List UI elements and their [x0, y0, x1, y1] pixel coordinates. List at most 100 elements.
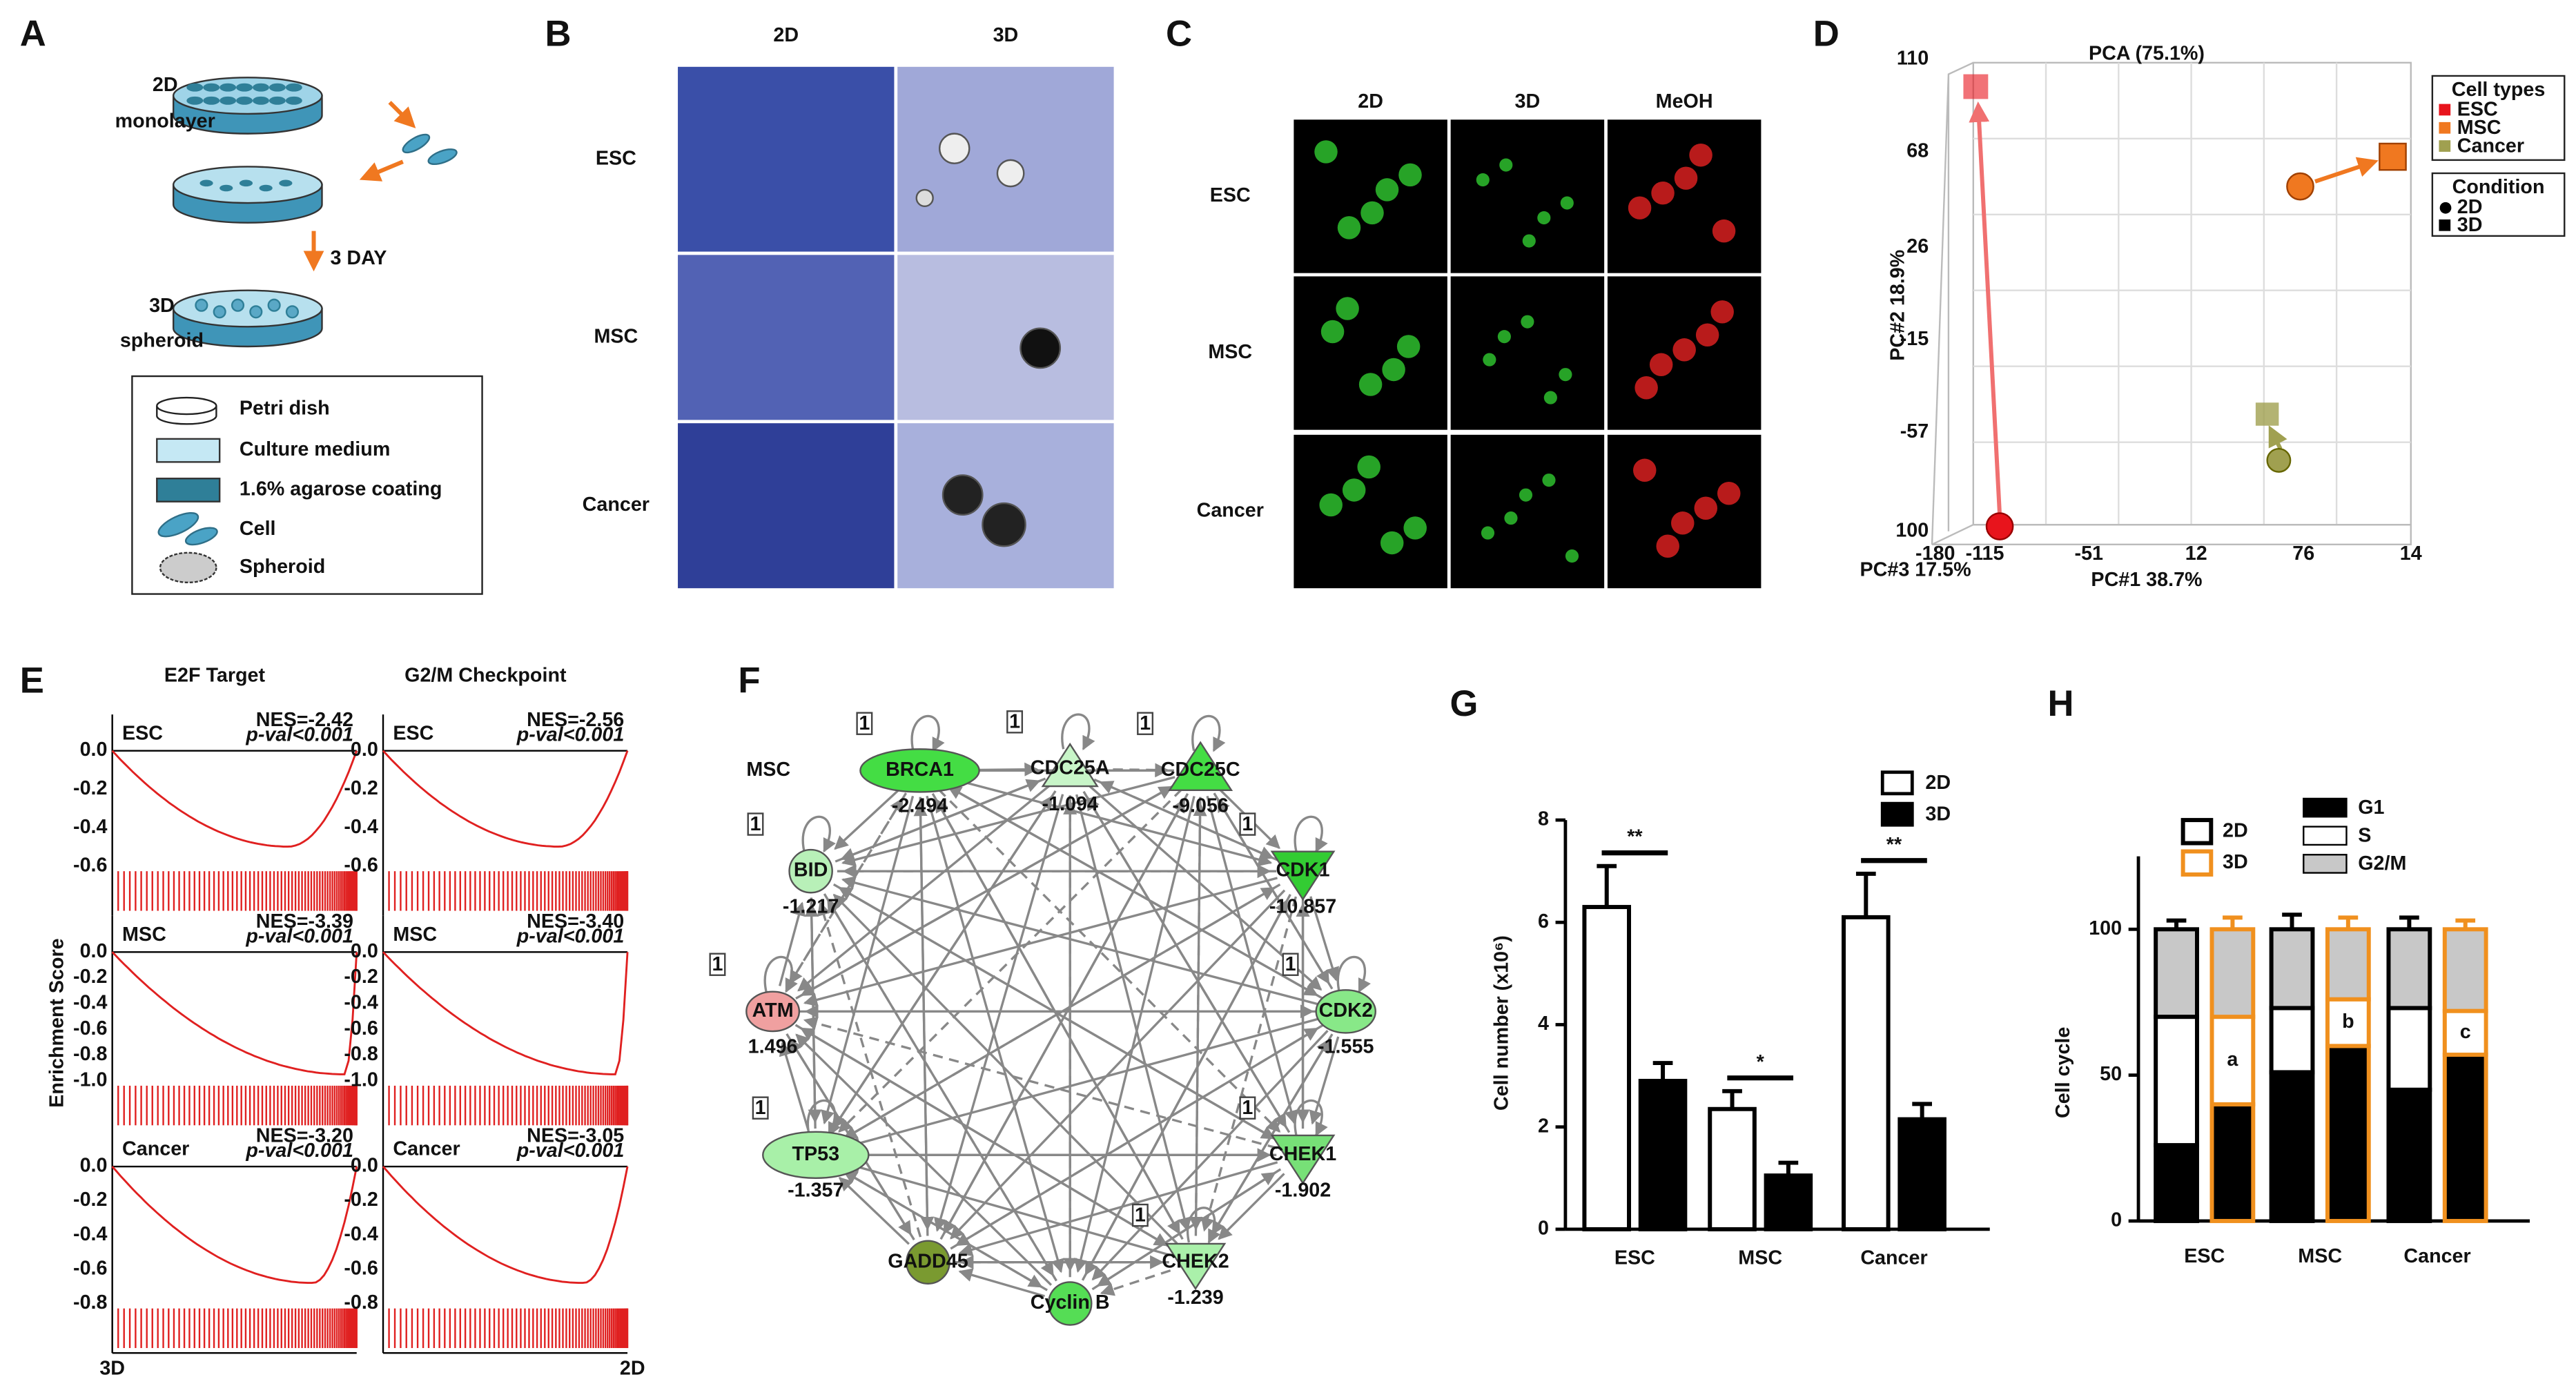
legend-label: G2/M	[2358, 852, 2406, 875]
network-edge	[1309, 896, 1340, 982]
cell-stain	[1314, 140, 1338, 164]
network-edge	[779, 1042, 810, 1131]
arrow	[388, 101, 416, 128]
y-tick-label: -0.4	[344, 816, 378, 838]
pca-point	[2255, 402, 2279, 426]
pca-point	[2266, 448, 2292, 473]
y-tick-label: 110	[1897, 48, 1929, 70]
badge: 1	[1140, 712, 1151, 734]
x-tick-label: MSC	[1738, 1247, 1782, 1269]
panel-label: D	[1813, 13, 1840, 54]
network-edge	[1074, 796, 1196, 1273]
column-label: 3D	[993, 24, 1019, 46]
bar-segment	[2269, 1070, 2315, 1223]
y-axis-label: Cell cycle	[2052, 1027, 2074, 1118]
legend-label: Petri dish	[240, 397, 330, 419]
cell	[203, 83, 220, 92]
y-axis-label: Enrichment Score	[46, 938, 68, 1107]
y-tick-label: 0.0	[80, 739, 108, 761]
network-edge	[950, 889, 1286, 1240]
micrograph	[1291, 117, 1450, 275]
spheroid	[285, 305, 300, 319]
pca-floor	[1931, 523, 2412, 546]
icon-medium	[156, 438, 221, 463]
bar	[1708, 1106, 1757, 1231]
y-tick-label: 0.0	[80, 1155, 108, 1177]
annotation: b	[2342, 1011, 2354, 1033]
network-edge	[808, 897, 822, 1124]
cell-stain	[1628, 196, 1652, 219]
cell	[199, 179, 213, 187]
node-value: -2.494	[892, 795, 948, 817]
badge: 1	[859, 712, 870, 734]
network-node	[1315, 989, 1376, 1034]
y-tick-label: 68	[1906, 140, 1929, 162]
network-node	[906, 1240, 950, 1285]
micrograph	[1606, 117, 1763, 275]
enrichment-curve	[111, 951, 358, 1075]
y-tick-label: -57	[1900, 420, 1929, 442]
enrichment-curve	[111, 1166, 358, 1285]
legend-label: G1	[2358, 797, 2384, 819]
enrichment-curve	[382, 750, 629, 848]
self-loop	[1191, 715, 1226, 752]
network-edge	[1100, 1269, 1171, 1296]
network-edge	[947, 785, 1324, 999]
cell	[219, 83, 237, 92]
column-label: MeOH	[1656, 90, 1713, 113]
badge: 1	[1009, 711, 1020, 733]
node-value: 1.496	[748, 1036, 798, 1058]
network-edge	[846, 1160, 1171, 1256]
y-tick-label: -0.6	[73, 1257, 107, 1279]
nes-label: NES=-3.39	[256, 910, 353, 933]
network-edge	[950, 1027, 1319, 1250]
y-tick-label: -0.8	[344, 1043, 378, 1065]
x-tick-label: -115	[1966, 543, 2004, 565]
self-loop	[806, 1099, 841, 1137]
panel-label: G	[1450, 683, 1478, 724]
cell-stain	[1320, 320, 1345, 344]
self-loop	[1336, 956, 1371, 993]
nes-label: NES=-3.40	[527, 910, 624, 933]
legend-swatch	[2303, 826, 2348, 846]
node-label: ATM	[752, 999, 794, 1022]
cell-stain	[1398, 163, 1422, 187]
cell-stain	[1649, 353, 1673, 377]
network-edge	[778, 901, 806, 986]
badge: 1	[1242, 1097, 1253, 1119]
spheroid	[267, 298, 281, 312]
icon-cell	[184, 527, 218, 546]
badge-box	[1239, 812, 1256, 836]
legend-title: Cell types	[2452, 79, 2546, 101]
node-label: CDC25A	[1031, 757, 1110, 779]
self-loop	[1061, 713, 1095, 751]
network-edge	[832, 883, 1276, 1140]
nes-label: NES=-2.56	[527, 709, 624, 731]
badge: 1	[755, 1097, 766, 1119]
row-label: ESC	[1210, 184, 1251, 206]
network-edge	[832, 893, 1178, 1245]
legend-label: 1.6% agarose coating	[240, 478, 442, 500]
spheroid	[1019, 327, 1062, 369]
x-tick-label: 14	[2400, 543, 2422, 565]
node-label: CDK1	[1276, 859, 1329, 881]
network-node	[1047, 1281, 1093, 1326]
chart-title: PCA (75.1%)	[2089, 42, 2205, 64]
bar	[1842, 915, 1891, 1231]
y-tick-label: 0.0	[351, 1155, 378, 1177]
bar-segment	[2269, 1006, 2315, 1075]
y-tick-label: -15	[1900, 328, 1929, 350]
x-tick-label: -51	[2075, 543, 2104, 565]
y-tick-label: 100	[1895, 519, 1929, 541]
x-tick-label: 12	[2185, 543, 2207, 565]
significance-label: **	[1627, 826, 1643, 848]
row-label: Cancer	[122, 1138, 189, 1160]
node-value: -10.857	[1269, 895, 1336, 917]
pca-side-wall	[1931, 61, 1974, 545]
network-edge	[823, 893, 1055, 1277]
cell	[236, 83, 253, 92]
y-axis-label: Cell number (x10⁶)	[1491, 935, 1513, 1111]
network-edge	[939, 798, 1186, 1240]
network-edge	[937, 788, 1281, 1133]
